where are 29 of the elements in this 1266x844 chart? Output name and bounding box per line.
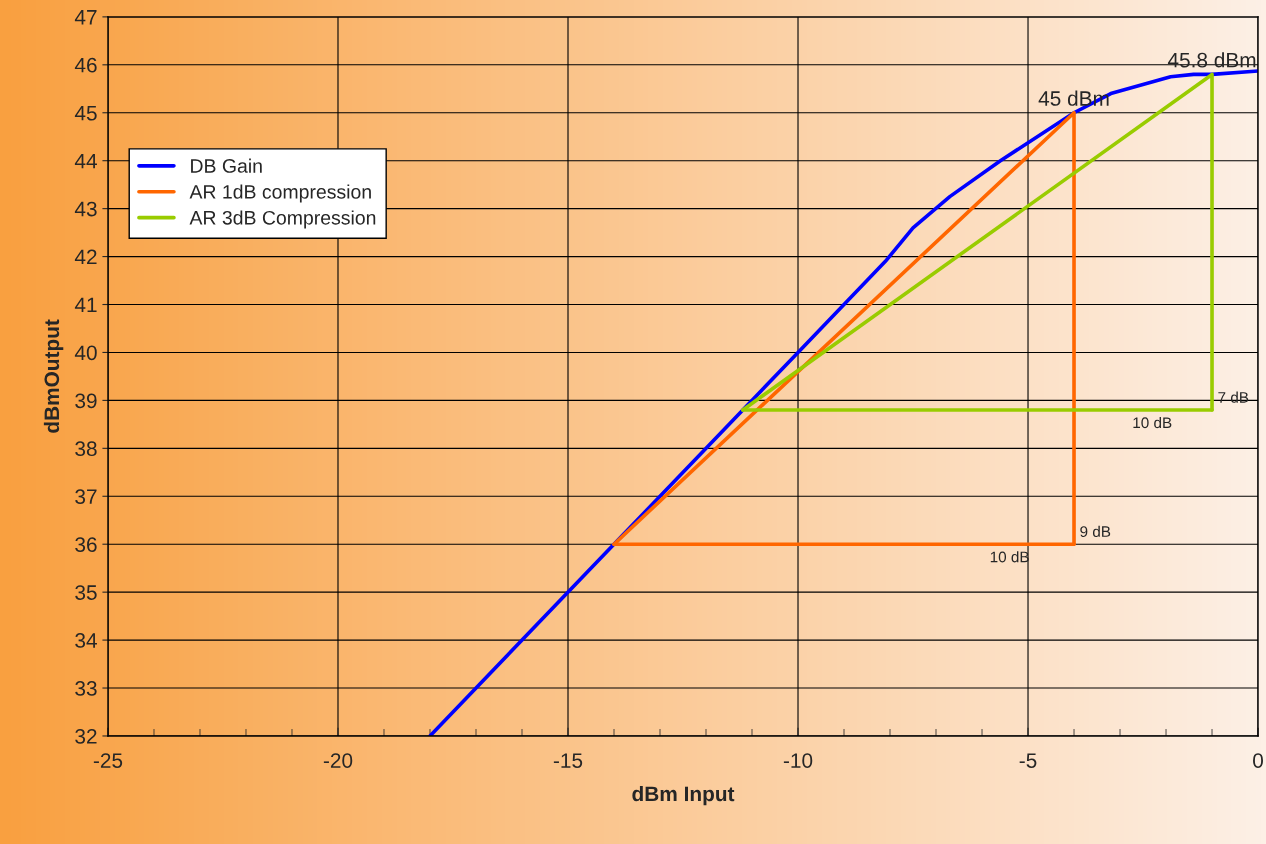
y-tick-label: 32 [75,728,97,744]
annotation: 10 dB [1133,416,1172,429]
x-tick-label: -15 [553,753,583,768]
y-tick-label: 39 [75,393,97,409]
y-tick-label: 43 [74,201,97,217]
y-tick-label: 38 [75,441,97,457]
y-tick-label: 37 [75,489,97,505]
y-tick-label: 41 [74,297,97,313]
y-tick-label: 47 [74,10,97,25]
y-tick-label: 33 [75,681,97,696]
legend-label: DB Gain [191,158,262,173]
x-tick-label: -10 [783,753,813,768]
legend-label: AR 3dB Compression [189,210,376,229]
legend-label: AR 1dB compression [189,184,371,203]
y-tick-label: 35 [75,585,97,600]
x-tick-label: -25 [93,753,123,768]
x-tick-label: 0 [1253,753,1263,768]
y-tick-label: 34 [75,633,97,648]
y-tick-label: 40 [74,345,97,361]
x-tick-label: -20 [323,753,353,768]
y-tick-label: 44 [74,153,97,169]
x-axis-title: dBm Input [632,785,735,806]
y-tick-label: 36 [75,537,97,552]
x-tick-label: -5 [1019,753,1037,768]
y-tick-label: 46 [74,57,97,73]
y-tick-label: 42 [74,249,97,265]
y-axis-title: dBmOutput [43,319,64,433]
y-tick-label: 45 [74,105,97,121]
annotation: 9 dB [1080,525,1111,538]
